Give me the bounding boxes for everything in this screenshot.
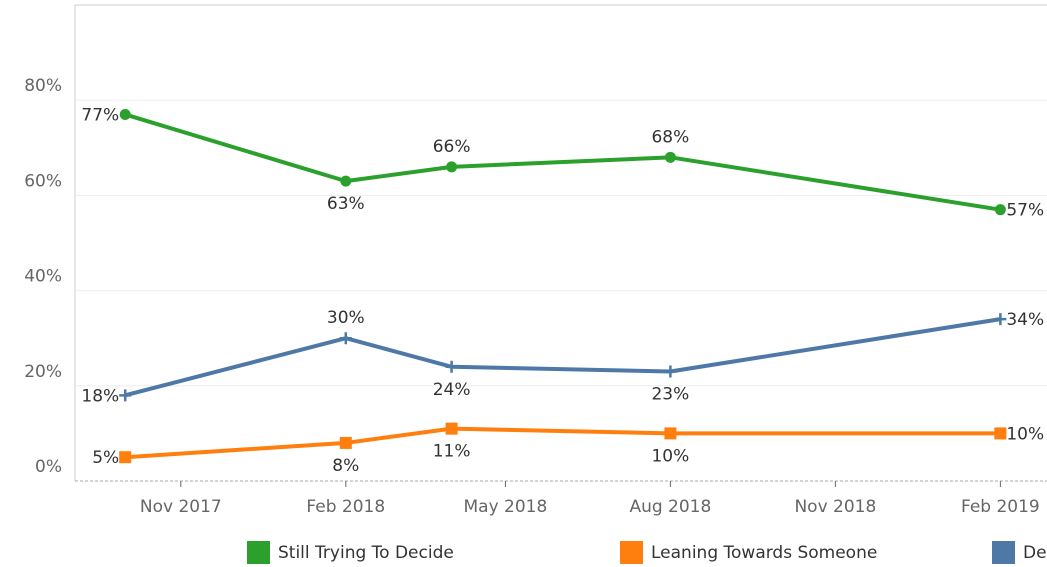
- data-label: 68%: [651, 127, 689, 147]
- legend-label: De: [1023, 543, 1047, 563]
- series-line: [124, 317, 1001, 398]
- x-tick-label: Feb 2019: [961, 497, 1040, 517]
- point: [339, 436, 352, 449]
- data-label: 57%: [1006, 201, 1044, 221]
- y-tick-label: 40%: [24, 267, 62, 287]
- legend-swatch: [992, 541, 1015, 564]
- data-label: 63%: [327, 194, 365, 214]
- data-label: 11%: [433, 442, 471, 462]
- point: [664, 151, 676, 163]
- point: [340, 175, 352, 187]
- point: [994, 427, 1007, 440]
- legend-label: Leaning Towards Someone: [651, 543, 877, 563]
- y-tick-label: 80%: [24, 76, 62, 96]
- x-tick-label: May 2018: [463, 497, 547, 517]
- point: [445, 360, 458, 373]
- x-tick-label: Aug 2018: [629, 497, 711, 517]
- legend-swatch: [247, 541, 270, 564]
- legend-swatch: [620, 541, 643, 564]
- x-tick-label: Feb 2018: [306, 497, 385, 517]
- data-label: 23%: [651, 385, 689, 405]
- data-label: 24%: [433, 380, 471, 400]
- data-label: 18%: [81, 386, 119, 406]
- y-tick-label: 100%: [13, 0, 62, 1]
- data-label: 77%: [81, 105, 119, 125]
- series-line: [125, 426, 1001, 460]
- point: [664, 427, 677, 440]
- point: [664, 365, 677, 378]
- data-label: 34%: [1006, 310, 1044, 330]
- point: [339, 332, 352, 345]
- y-tick-label: 60%: [24, 171, 62, 191]
- y-tick-label: 20%: [24, 362, 62, 382]
- y-tick-label: 0%: [35, 457, 62, 477]
- point: [445, 422, 458, 435]
- data-label: 8%: [332, 456, 359, 476]
- data-label: 10%: [651, 446, 689, 466]
- data-label: 5%: [92, 448, 119, 468]
- data-label: 66%: [433, 137, 471, 157]
- data-label: 30%: [327, 308, 365, 328]
- point: [446, 161, 458, 173]
- point: [994, 313, 1007, 326]
- point: [119, 451, 132, 464]
- point: [119, 108, 131, 120]
- legend-label: Still Trying To Decide: [278, 543, 454, 563]
- point: [119, 389, 132, 402]
- data-label: 10%: [1006, 424, 1044, 444]
- x-tick-label: Nov 2017: [140, 497, 222, 517]
- x-tick-label: Nov 2018: [794, 497, 876, 517]
- point: [994, 204, 1006, 216]
